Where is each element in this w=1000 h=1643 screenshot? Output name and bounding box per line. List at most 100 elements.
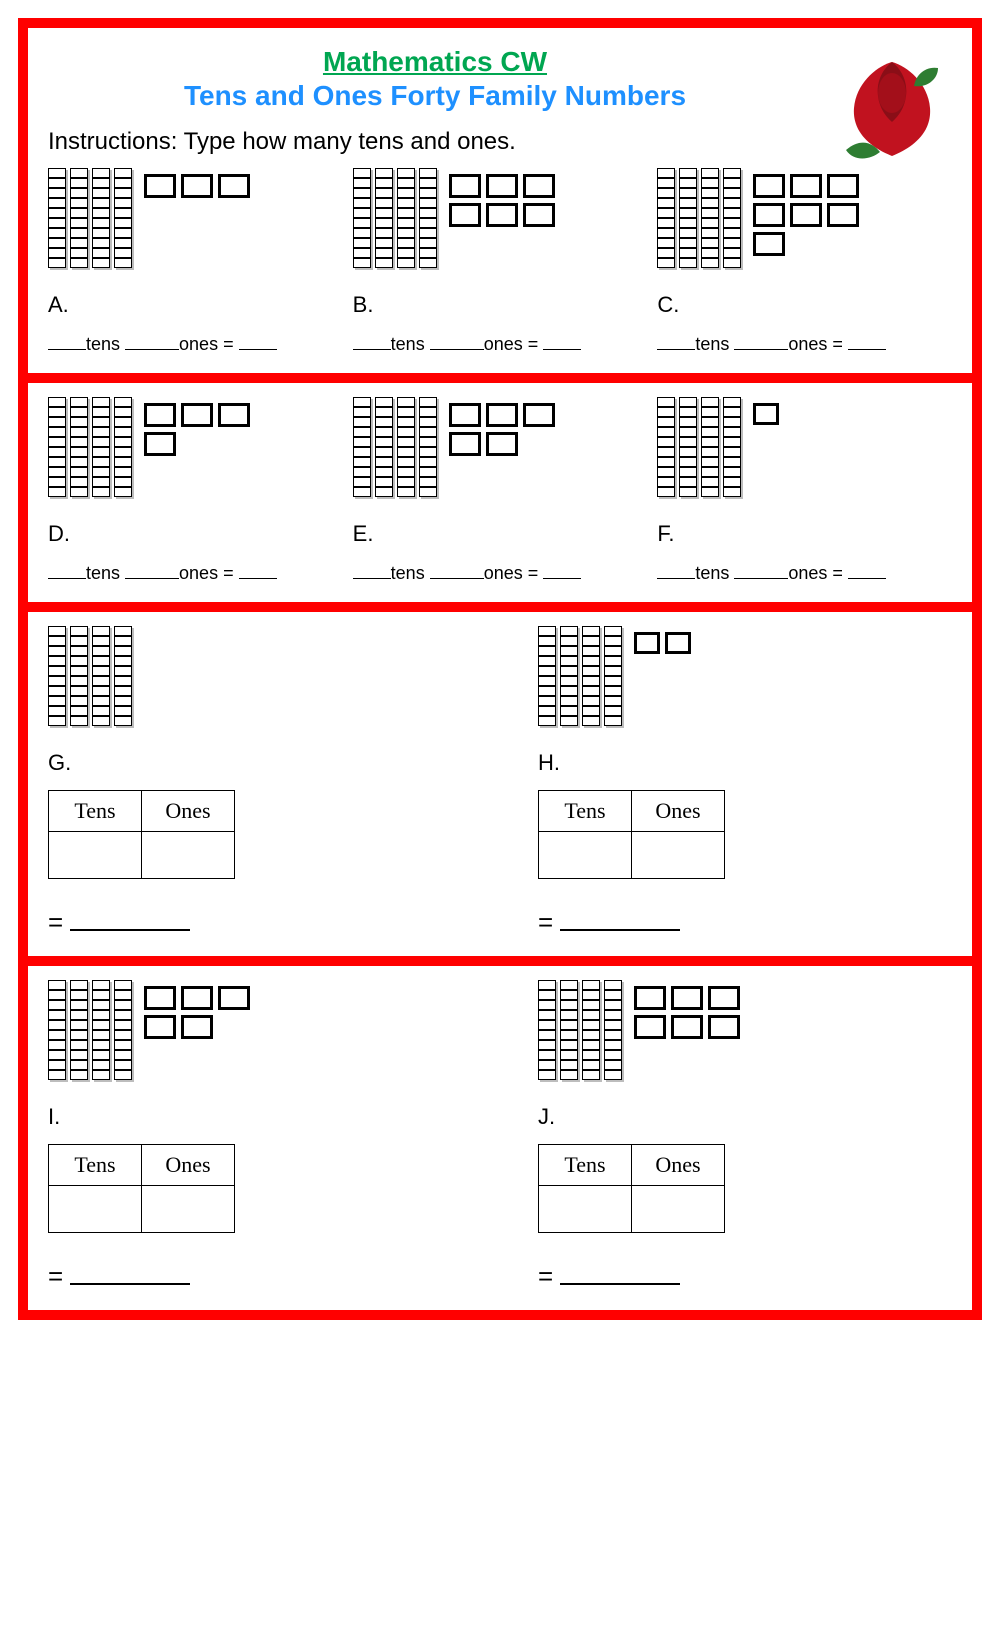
one-block xyxy=(218,403,250,427)
one-block xyxy=(634,1015,666,1039)
tens-header: Tens xyxy=(49,1145,142,1186)
tens-group xyxy=(657,397,741,497)
ten-rod xyxy=(70,980,88,1080)
answer-line[interactable]: tens ones = xyxy=(657,334,952,355)
problem-label: J. xyxy=(538,1104,938,1130)
ten-rod xyxy=(397,397,415,497)
one-block xyxy=(449,174,481,198)
problem-label: D. xyxy=(48,521,343,547)
ones-cell[interactable] xyxy=(142,832,235,879)
ten-rod xyxy=(560,626,578,726)
ten-rod xyxy=(92,626,110,726)
ones-group xyxy=(449,174,589,227)
problem-G: G.TensOnes= xyxy=(48,626,448,938)
one-block xyxy=(827,174,859,198)
one-block xyxy=(790,203,822,227)
one-block xyxy=(218,174,250,198)
one-block xyxy=(523,403,555,427)
answer-line[interactable]: tens ones = xyxy=(48,563,343,584)
one-block xyxy=(486,432,518,456)
tens-ones-table: TensOnes xyxy=(48,790,235,879)
ones-header: Ones xyxy=(142,791,235,832)
one-block xyxy=(181,986,213,1010)
ten-rod xyxy=(114,168,132,268)
ten-rod xyxy=(48,168,66,268)
ones-cell[interactable] xyxy=(142,1186,235,1233)
answer-line[interactable]: tens ones = xyxy=(353,563,648,584)
ten-rod xyxy=(70,626,88,726)
ten-rod xyxy=(92,980,110,1080)
one-block xyxy=(181,403,213,427)
one-block xyxy=(144,174,176,198)
ten-rod xyxy=(604,980,622,1080)
one-block xyxy=(753,174,785,198)
one-block xyxy=(486,403,518,427)
tens-cell[interactable] xyxy=(539,832,632,879)
one-block xyxy=(671,986,703,1010)
ones-group xyxy=(144,986,284,1039)
page-title: Mathematics CW xyxy=(48,46,952,78)
band-1: Mathematics CW Tens and Ones Forty Famil… xyxy=(28,28,972,383)
one-block xyxy=(634,986,666,1010)
one-block xyxy=(523,174,555,198)
one-block xyxy=(486,174,518,198)
ones-group xyxy=(449,403,589,456)
ten-rod xyxy=(538,626,556,726)
tens-ones-table: TensOnes xyxy=(538,1144,725,1233)
tens-header: Tens xyxy=(49,791,142,832)
one-block xyxy=(449,432,481,456)
ten-rod xyxy=(397,168,415,268)
ten-rod xyxy=(657,397,675,497)
problem-J: J. TensOnes = xyxy=(538,980,938,1292)
one-block xyxy=(753,232,785,256)
problem-label: C. xyxy=(657,292,952,318)
problem-A: A.tens ones = xyxy=(48,168,343,355)
ten-rod xyxy=(723,168,741,268)
answer-line[interactable]: tens ones = xyxy=(657,563,952,584)
equals-line[interactable]: = xyxy=(48,907,448,938)
worksheet: Mathematics CW Tens and Ones Forty Famil… xyxy=(18,18,982,1320)
one-block xyxy=(753,203,785,227)
ten-rod xyxy=(560,980,578,1080)
one-block xyxy=(144,1015,176,1039)
rose-icon xyxy=(832,38,952,168)
ones-header: Ones xyxy=(632,791,725,832)
instructions: Instructions: Type how many tens and one… xyxy=(48,128,952,156)
ones-cell[interactable] xyxy=(632,1186,725,1233)
one-block xyxy=(665,632,691,654)
ones-cell[interactable] xyxy=(632,832,725,879)
answer-line[interactable]: tens ones = xyxy=(353,334,648,355)
tens-cell[interactable] xyxy=(539,1186,632,1233)
one-block xyxy=(827,203,859,227)
band-2: D.tens ones = E.tens ones = F.tens ones … xyxy=(28,383,972,612)
ten-rod xyxy=(48,397,66,497)
ten-rod xyxy=(679,168,697,268)
problem-I: I.TensOnes= xyxy=(48,980,448,1292)
answer-line[interactable]: tens ones = xyxy=(48,334,343,355)
ones-group xyxy=(753,403,779,425)
ten-rod xyxy=(114,980,132,1080)
one-block xyxy=(486,203,518,227)
equals-line[interactable]: = xyxy=(48,1261,448,1292)
one-block xyxy=(218,986,250,1010)
tens-header: Tens xyxy=(539,791,632,832)
one-block xyxy=(708,1015,740,1039)
tens-cell[interactable] xyxy=(49,832,142,879)
one-block xyxy=(671,1015,703,1039)
one-block xyxy=(753,403,779,425)
ten-rod xyxy=(657,168,675,268)
problem-H: H.TensOnes= xyxy=(538,626,938,938)
problem-E: E.tens ones = xyxy=(353,397,648,584)
ten-rod xyxy=(353,397,371,497)
tens-cell[interactable] xyxy=(49,1186,142,1233)
tens-group xyxy=(538,626,622,726)
tens-group xyxy=(353,397,437,497)
tens-group xyxy=(48,980,132,1080)
equals-line[interactable]: = xyxy=(538,907,938,938)
ones-header: Ones xyxy=(632,1145,725,1186)
one-block xyxy=(523,203,555,227)
tens-ones-table: TensOnes xyxy=(538,790,725,879)
equals-line[interactable]: = xyxy=(538,1261,938,1292)
ones-header: Ones xyxy=(142,1145,235,1186)
problem-B: B.tens ones = xyxy=(353,168,648,355)
